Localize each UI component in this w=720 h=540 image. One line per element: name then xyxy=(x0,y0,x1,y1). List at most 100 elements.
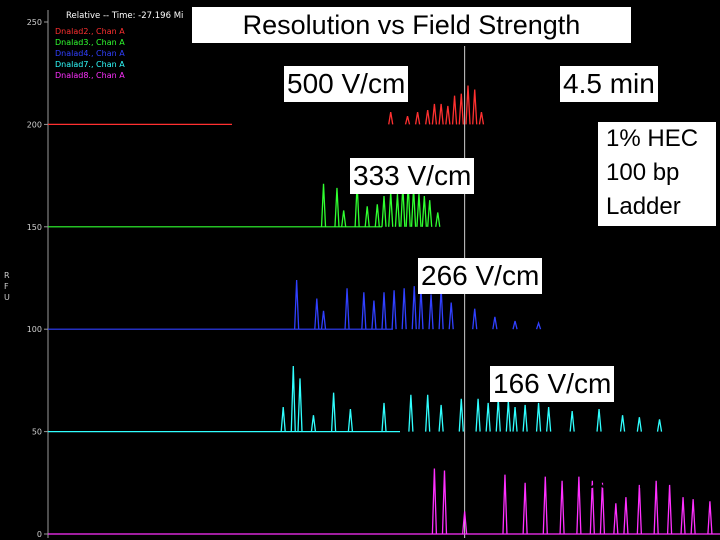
peak-5-6 xyxy=(542,476,548,535)
peak-2-13 xyxy=(416,193,422,227)
label-500-vcm: 500 V/cm xyxy=(284,66,409,102)
peak-4-9 xyxy=(425,394,431,432)
label-166-vcm: 166 V/cm xyxy=(490,366,615,402)
peak-3-9 xyxy=(401,288,407,330)
legend-item-3: Dnalad4., Chan A xyxy=(55,49,125,58)
legend-item-1: Dnalad2., Chan A xyxy=(55,27,125,36)
y-tick-label-0: 0 xyxy=(37,530,42,539)
peak-3-18 xyxy=(535,320,542,330)
chart-title: Resolution vs Field Strength xyxy=(191,6,632,44)
peak-5-11 xyxy=(613,503,619,535)
peak-4-4 xyxy=(310,415,317,432)
peak-4-23 xyxy=(636,417,643,432)
peak-1-7 xyxy=(445,105,451,125)
peak-3-7 xyxy=(381,292,387,330)
peak-3-3 xyxy=(320,310,327,330)
peak-4-16 xyxy=(512,406,518,432)
peak-1-5 xyxy=(431,103,438,125)
peak-3-11 xyxy=(418,288,424,330)
peak-5-12 xyxy=(623,497,629,535)
peak-4-10 xyxy=(438,404,444,432)
peak-5-8 xyxy=(576,476,582,535)
peak-3-15 xyxy=(472,308,478,330)
peak-4-7 xyxy=(381,402,387,432)
peak-3-1 xyxy=(293,280,300,330)
peak-3-13 xyxy=(438,288,444,330)
peak-5-15 xyxy=(666,484,673,535)
gel-info-line-3: Ladder xyxy=(606,193,681,220)
peak-2-5 xyxy=(364,206,370,227)
peak-4-19 xyxy=(545,406,552,432)
label-333-vcm: 333 V/cm xyxy=(350,158,475,194)
y-axis: R F U xyxy=(4,10,49,538)
label-266-vcm: 266 V/cm xyxy=(418,258,543,294)
peak-1-8 xyxy=(451,95,458,125)
y-tick-label-200: 200 xyxy=(27,120,42,129)
peak-4-1 xyxy=(280,406,286,432)
legend-item-2: Dnalad3., Chan A xyxy=(55,38,125,47)
peak-5-2 xyxy=(441,470,448,535)
y-tick-label-50: 50 xyxy=(32,428,42,437)
peak-3-12 xyxy=(428,294,434,330)
peak-3-14 xyxy=(448,302,454,330)
y-axis-label-f: F xyxy=(4,282,9,291)
label-4-5-min: 4.5 min xyxy=(560,66,658,102)
legend-item-5: Dnalad8., Chan A xyxy=(55,71,125,80)
peak-4-14 xyxy=(495,398,501,432)
y-tick-label-150: 150 xyxy=(27,223,42,232)
peak-4-5 xyxy=(330,392,337,432)
peak-1-4 xyxy=(425,109,431,125)
peak-4-2 xyxy=(290,366,296,432)
peak-4-11 xyxy=(458,398,464,432)
peak-3-10 xyxy=(411,286,417,330)
peak-5-14 xyxy=(653,480,659,535)
peak-2-16 xyxy=(435,212,441,227)
peak-4-24 xyxy=(656,419,663,432)
peak-1-10 xyxy=(465,85,471,125)
gel-info-box: 1% HEC 100 bp Ladder xyxy=(598,122,716,226)
peak-2-3 xyxy=(341,210,347,227)
peak-1-12 xyxy=(478,112,485,125)
peak-4-22 xyxy=(619,415,626,432)
peak-3-8 xyxy=(391,290,397,330)
peak-4-6 xyxy=(347,409,354,432)
peak-2-6 xyxy=(374,204,380,227)
y-tick-label-100: 100 xyxy=(27,325,42,334)
gel-info-line-2: 100 bp xyxy=(606,159,680,186)
peak-3-17 xyxy=(512,320,518,330)
peak-1-11 xyxy=(472,89,478,125)
peak-4-17 xyxy=(522,404,528,432)
peak-5-3 xyxy=(461,511,468,535)
gel-info-line-1: 1% HEC xyxy=(606,125,699,152)
peak-4-20 xyxy=(569,411,575,432)
y-axis-label-r: R xyxy=(4,271,10,280)
peak-4-12 xyxy=(475,398,481,432)
peak-1-9 xyxy=(458,93,464,125)
peak-5-7 xyxy=(559,480,565,535)
peak-1-6 xyxy=(438,103,444,125)
peak-4-8 xyxy=(408,394,414,432)
peak-3-4 xyxy=(344,288,350,330)
peak-3-5 xyxy=(361,292,367,330)
y-tick-group: 0 50 100 150 200 250 xyxy=(27,18,48,539)
peak-5-4 xyxy=(502,474,508,535)
peak-4-13 xyxy=(485,402,491,432)
peak-3-16 xyxy=(492,316,498,330)
y-axis-label-u: U xyxy=(4,293,10,302)
peak-2-9 xyxy=(394,193,401,227)
peak-2-8 xyxy=(388,191,394,227)
legend-item-4: Dnalad7., Chan A xyxy=(55,60,125,69)
peak-1-2 xyxy=(404,116,411,125)
legend: Dnalad2., Chan A Dnalad3., Chan A Dnalad4.… xyxy=(55,27,125,80)
peak-3-6 xyxy=(371,300,377,330)
peak-5-17 xyxy=(690,499,696,535)
peak-4-18 xyxy=(535,402,542,432)
peak-5-9 xyxy=(589,480,595,535)
peak-1-1 xyxy=(388,112,394,125)
peak-5-13 xyxy=(636,484,643,535)
peak-5-1 xyxy=(431,468,438,535)
header-readout: Relative -- Time: -27.196 Mi xyxy=(66,11,183,21)
peak-5-10 xyxy=(599,482,606,535)
peak-2-14 xyxy=(421,196,427,227)
